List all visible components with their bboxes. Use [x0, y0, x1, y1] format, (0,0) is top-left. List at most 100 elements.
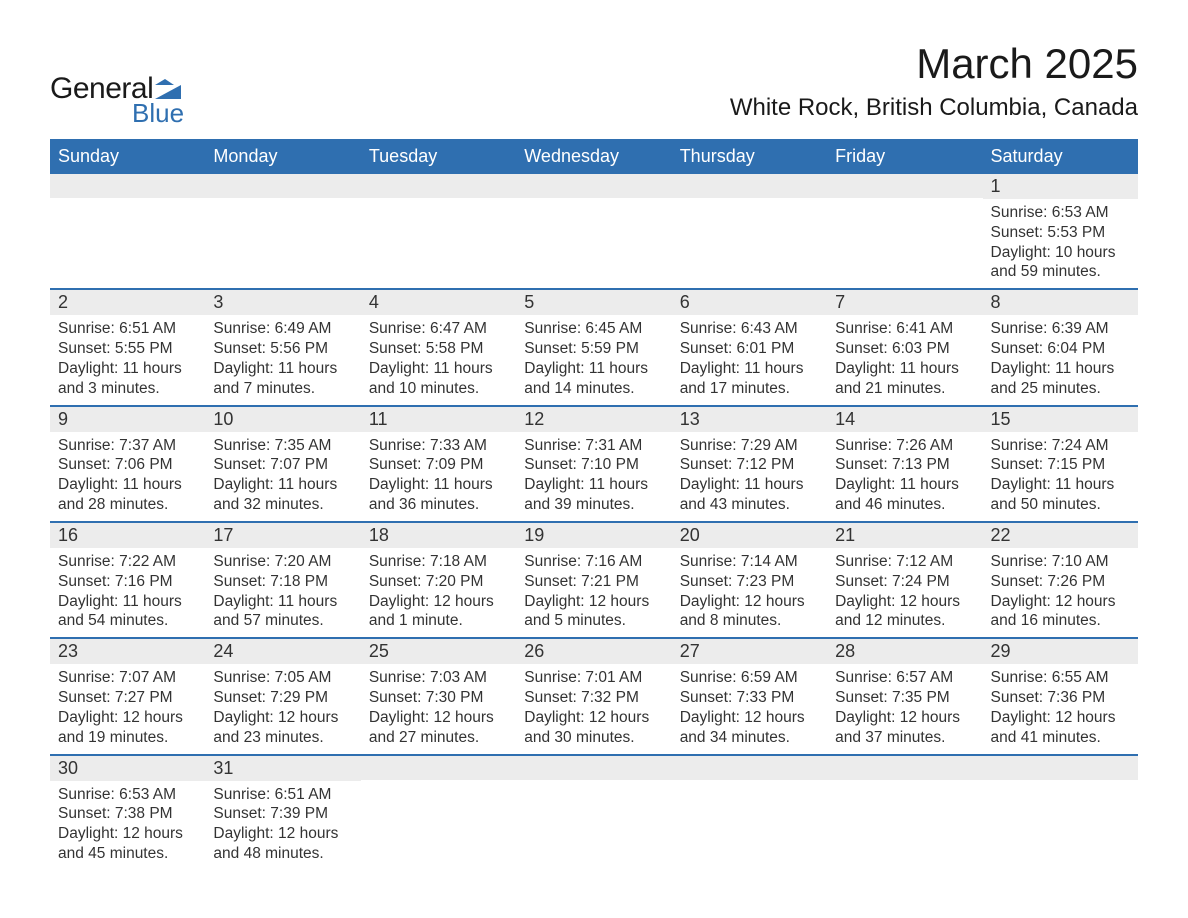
day-body — [516, 780, 671, 850]
day-cell: 31Sunrise: 6:51 AMSunset: 7:39 PMDayligh… — [205, 756, 360, 870]
sunrise-label: Sunrise: 7:22 AM — [58, 552, 197, 572]
day-number: 6 — [672, 290, 827, 315]
sunrise-label: Sunrise: 6:51 AM — [213, 785, 352, 805]
daylight-label: Daylight: 12 hours and 23 minutes. — [213, 708, 352, 748]
location-label: White Rock, British Columbia, Canada — [730, 94, 1138, 122]
day-cell: 8Sunrise: 6:39 AMSunset: 6:04 PMDaylight… — [983, 290, 1138, 404]
day-body: Sunrise: 7:01 AMSunset: 7:32 PMDaylight:… — [516, 664, 671, 753]
daylight-label: Daylight: 11 hours and 14 minutes. — [524, 359, 663, 399]
sunrise-label: Sunrise: 7:03 AM — [369, 668, 508, 688]
daylight-label: Daylight: 11 hours and 25 minutes. — [991, 359, 1130, 399]
daylight-label: Daylight: 11 hours and 10 minutes. — [369, 359, 508, 399]
day-body: Sunrise: 7:31 AMSunset: 7:10 PMDaylight:… — [516, 432, 671, 521]
day-number — [516, 756, 671, 780]
day-body: Sunrise: 6:51 AMSunset: 5:55 PMDaylight:… — [50, 315, 205, 404]
sunrise-label: Sunrise: 6:49 AM — [213, 319, 352, 339]
day-body — [516, 198, 671, 268]
day-cell: 11Sunrise: 7:33 AMSunset: 7:09 PMDayligh… — [361, 407, 516, 521]
day-number: 21 — [827, 523, 982, 548]
day-cell: 17Sunrise: 7:20 AMSunset: 7:18 PMDayligh… — [205, 523, 360, 637]
daylight-label: Daylight: 12 hours and 19 minutes. — [58, 708, 197, 748]
day-cell — [361, 756, 516, 870]
sunrise-label: Sunrise: 7:29 AM — [680, 436, 819, 456]
sunset-label: Sunset: 7:09 PM — [369, 455, 508, 475]
sunset-label: Sunset: 7:36 PM — [991, 688, 1130, 708]
day-cell: 21Sunrise: 7:12 AMSunset: 7:24 PMDayligh… — [827, 523, 982, 637]
day-number: 19 — [516, 523, 671, 548]
daylight-label: Daylight: 11 hours and 46 minutes. — [835, 475, 974, 515]
sunrise-label: Sunrise: 7:01 AM — [524, 668, 663, 688]
day-cell: 9Sunrise: 7:37 AMSunset: 7:06 PMDaylight… — [50, 407, 205, 521]
daylight-label: Daylight: 12 hours and 1 minute. — [369, 592, 508, 632]
day-number — [827, 174, 982, 198]
day-body: Sunrise: 6:49 AMSunset: 5:56 PMDaylight:… — [205, 315, 360, 404]
day-number: 24 — [205, 639, 360, 664]
day-body — [672, 780, 827, 850]
sunset-label: Sunset: 7:13 PM — [835, 455, 974, 475]
sunset-label: Sunset: 7:24 PM — [835, 572, 974, 592]
sunrise-label: Sunrise: 7:26 AM — [835, 436, 974, 456]
brand-logo: General Blue — [50, 72, 184, 129]
day-cell — [516, 756, 671, 870]
sunrise-label: Sunrise: 6:51 AM — [58, 319, 197, 339]
sunrise-label: Sunrise: 7:12 AM — [835, 552, 974, 572]
brand-text-blue: Blue — [132, 98, 184, 129]
day-number: 10 — [205, 407, 360, 432]
day-body: Sunrise: 7:20 AMSunset: 7:18 PMDaylight:… — [205, 548, 360, 637]
day-number: 9 — [50, 407, 205, 432]
day-cell: 26Sunrise: 7:01 AMSunset: 7:32 PMDayligh… — [516, 639, 671, 753]
sunrise-label: Sunrise: 7:16 AM — [524, 552, 663, 572]
daylight-label: Daylight: 11 hours and 39 minutes. — [524, 475, 663, 515]
day-number: 25 — [361, 639, 516, 664]
sunrise-label: Sunrise: 7:24 AM — [991, 436, 1130, 456]
day-cell: 19Sunrise: 7:16 AMSunset: 7:21 PMDayligh… — [516, 523, 671, 637]
daylight-label: Daylight: 12 hours and 30 minutes. — [524, 708, 663, 748]
sunrise-label: Sunrise: 6:57 AM — [835, 668, 974, 688]
day-number: 11 — [361, 407, 516, 432]
daylight-label: Daylight: 11 hours and 17 minutes. — [680, 359, 819, 399]
sunset-label: Sunset: 6:01 PM — [680, 339, 819, 359]
day-cell: 5Sunrise: 6:45 AMSunset: 5:59 PMDaylight… — [516, 290, 671, 404]
day-number: 13 — [672, 407, 827, 432]
daylight-label: Daylight: 12 hours and 16 minutes. — [991, 592, 1130, 632]
day-cell — [205, 174, 360, 288]
daylight-label: Daylight: 11 hours and 50 minutes. — [991, 475, 1130, 515]
day-body — [672, 198, 827, 268]
day-body: Sunrise: 7:05 AMSunset: 7:29 PMDaylight:… — [205, 664, 360, 753]
day-cell — [983, 756, 1138, 870]
day-body: Sunrise: 6:47 AMSunset: 5:58 PMDaylight:… — [361, 315, 516, 404]
day-cell: 28Sunrise: 6:57 AMSunset: 7:35 PMDayligh… — [827, 639, 982, 753]
sunrise-label: Sunrise: 7:33 AM — [369, 436, 508, 456]
day-cell — [672, 756, 827, 870]
day-body: Sunrise: 6:53 AMSunset: 7:38 PMDaylight:… — [50, 781, 205, 870]
sunset-label: Sunset: 7:07 PM — [213, 455, 352, 475]
sunset-label: Sunset: 7:12 PM — [680, 455, 819, 475]
sunrise-label: Sunrise: 6:53 AM — [991, 203, 1130, 223]
day-cell: 3Sunrise: 6:49 AMSunset: 5:56 PMDaylight… — [205, 290, 360, 404]
day-body: Sunrise: 6:53 AMSunset: 5:53 PMDaylight:… — [983, 199, 1138, 288]
day-number: 14 — [827, 407, 982, 432]
daylight-label: Daylight: 11 hours and 21 minutes. — [835, 359, 974, 399]
sunrise-label: Sunrise: 7:14 AM — [680, 552, 819, 572]
day-body — [50, 198, 205, 268]
day-body — [205, 198, 360, 268]
sunrise-label: Sunrise: 6:39 AM — [991, 319, 1130, 339]
day-number — [361, 756, 516, 780]
daylight-label: Daylight: 12 hours and 41 minutes. — [991, 708, 1130, 748]
day-cell — [516, 174, 671, 288]
day-body: Sunrise: 7:14 AMSunset: 7:23 PMDaylight:… — [672, 548, 827, 637]
sunset-label: Sunset: 7:15 PM — [991, 455, 1130, 475]
day-number: 16 — [50, 523, 205, 548]
dow-thursday: Thursday — [672, 139, 827, 174]
sunset-label: Sunset: 7:26 PM — [991, 572, 1130, 592]
day-cell — [827, 174, 982, 288]
sunset-label: Sunset: 5:55 PM — [58, 339, 197, 359]
day-number: 26 — [516, 639, 671, 664]
day-body — [827, 780, 982, 850]
sunset-label: Sunset: 5:53 PM — [991, 223, 1130, 243]
week-row: 16Sunrise: 7:22 AMSunset: 7:16 PMDayligh… — [50, 521, 1138, 637]
day-body — [827, 198, 982, 268]
day-number: 22 — [983, 523, 1138, 548]
day-cell: 10Sunrise: 7:35 AMSunset: 7:07 PMDayligh… — [205, 407, 360, 521]
sunrise-label: Sunrise: 6:59 AM — [680, 668, 819, 688]
